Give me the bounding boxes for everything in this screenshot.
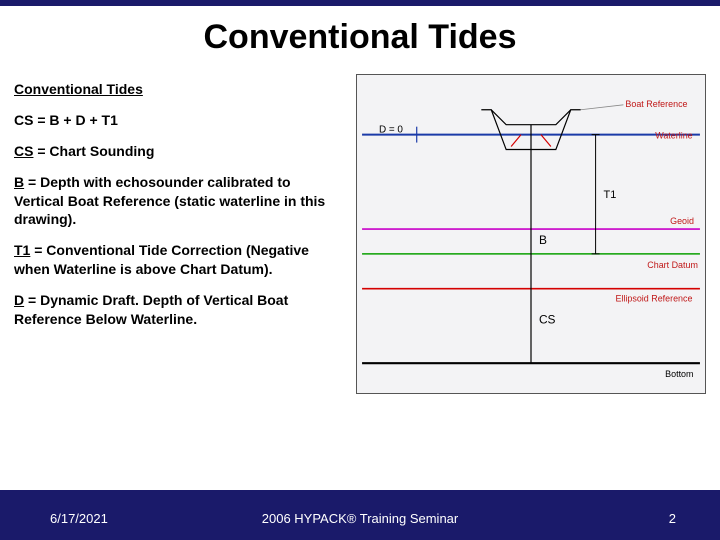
diagram-svg: D = 0 Boat Reference Waterline Geoid: [357, 75, 705, 393]
waterline-label: Waterline: [655, 131, 692, 141]
svg-text:D = 0: D = 0: [379, 125, 403, 136]
b-label: B: [539, 233, 547, 247]
bottom-label: Bottom: [665, 369, 693, 379]
footer-page-number: 2: [669, 511, 676, 526]
boat-ref-leader: [581, 105, 624, 110]
text-column: Conventional Tides CS = B + D + T1 CS = …: [14, 80, 344, 341]
boat-hull: [481, 110, 580, 150]
footer: 6/17/2021 2006 HYPACK® Training Seminar …: [0, 500, 720, 540]
d0-marker: D = 0: [379, 125, 417, 143]
def-cs: CS = Chart Sounding: [14, 142, 344, 161]
page-title: Conventional Tides: [0, 6, 720, 67]
ellipsoid-label: Ellipsoid Reference: [615, 294, 692, 304]
boat-ref-label: Boat Reference: [625, 99, 687, 109]
section-heading: Conventional Tides: [14, 80, 344, 99]
chart-datum-label: Chart Datum: [647, 260, 698, 270]
t1-bracket: [592, 135, 600, 254]
t1-label: T1: [604, 189, 617, 201]
cs-label: CS: [539, 312, 556, 326]
formula-line: CS = B + D + T1: [14, 111, 344, 130]
footer-title: 2006 HYPACK® Training Seminar: [0, 511, 720, 526]
def-t1: T1 = Conventional Tide Correction (Negat…: [14, 241, 344, 279]
def-b: B = Depth with echosounder calibrated to…: [14, 173, 344, 230]
def-d: D = Dynamic Draft. Depth of Vertical Boa…: [14, 291, 344, 329]
geoid-label: Geoid: [670, 216, 694, 226]
tide-diagram: D = 0 Boat Reference Waterline Geoid: [356, 74, 706, 394]
content-area: Conventional Tides CS = B + D + T1 CS = …: [0, 66, 720, 490]
